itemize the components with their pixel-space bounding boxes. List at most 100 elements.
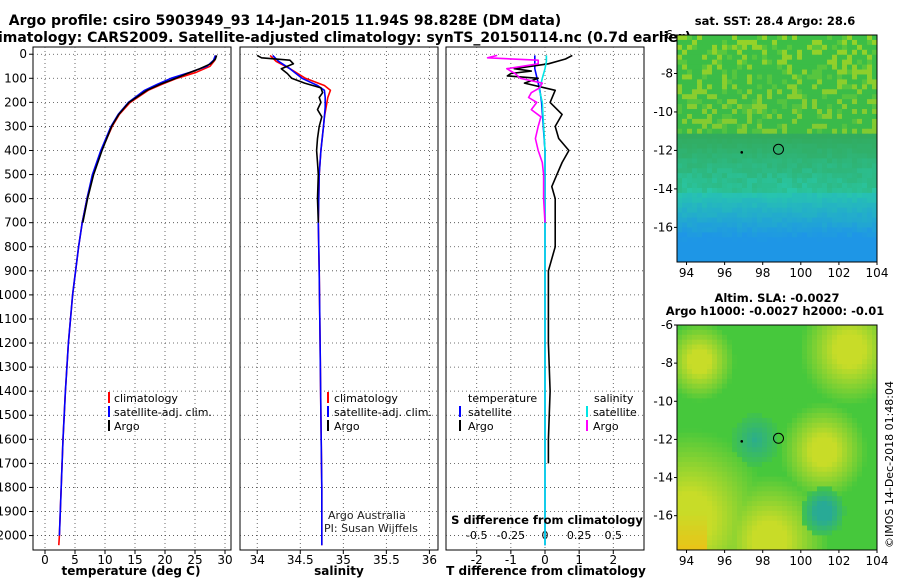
map-cell xyxy=(747,74,753,81)
map-cell xyxy=(707,520,713,527)
map-cell xyxy=(847,158,853,164)
map-cell xyxy=(847,339,853,346)
map-cell xyxy=(867,227,873,233)
map-cell xyxy=(862,461,868,468)
map-cell xyxy=(802,349,808,355)
map-cell xyxy=(722,540,728,546)
map-cell xyxy=(872,408,877,414)
map-cell xyxy=(722,520,728,527)
map-cell xyxy=(742,344,748,351)
map-cell xyxy=(812,79,818,85)
map-cell xyxy=(797,354,803,360)
map-cell xyxy=(797,427,803,434)
map-cell xyxy=(752,237,758,243)
s-diff-tick-label: -0.5 xyxy=(466,529,487,542)
map-cell xyxy=(847,378,853,385)
map-cell xyxy=(682,530,688,536)
map-cell xyxy=(717,329,723,336)
map-cell xyxy=(767,325,773,331)
map-cell xyxy=(747,143,753,150)
map-cell xyxy=(842,466,848,473)
map-cell xyxy=(707,364,713,370)
map-cell xyxy=(682,99,688,105)
map-cell xyxy=(697,217,703,224)
map-cell xyxy=(677,344,683,351)
map-cell xyxy=(677,207,683,214)
map-cell xyxy=(777,217,783,224)
map-cell xyxy=(712,158,718,164)
map-cell xyxy=(787,540,793,546)
map-cell xyxy=(677,173,683,179)
map-cell xyxy=(712,510,718,517)
map-cell xyxy=(782,442,788,448)
map-cell xyxy=(727,69,733,76)
map-cell xyxy=(762,486,768,492)
map-cell xyxy=(862,183,868,189)
map-cell xyxy=(692,242,698,248)
map-cell xyxy=(702,349,708,355)
map-cell xyxy=(757,369,763,375)
map-cell xyxy=(802,202,808,209)
map-cell xyxy=(792,417,798,424)
map-cell xyxy=(852,398,858,404)
map-cell xyxy=(762,35,768,41)
map-cell xyxy=(752,427,758,434)
map-cell xyxy=(687,118,693,125)
map-cell xyxy=(702,481,708,488)
map-cell xyxy=(862,447,868,453)
series-t-argo xyxy=(506,54,573,464)
map-cell xyxy=(837,197,843,204)
map-cell xyxy=(807,437,813,443)
map-cell xyxy=(787,128,793,135)
map-cell xyxy=(787,113,793,120)
map-cell xyxy=(697,113,703,120)
map-cell xyxy=(842,128,848,135)
map-cell xyxy=(847,461,853,468)
map-cell xyxy=(677,158,683,164)
map-cell xyxy=(737,35,743,41)
map-cell xyxy=(802,104,808,110)
map-cell xyxy=(872,178,877,184)
map-cell xyxy=(797,163,803,169)
map-cell xyxy=(852,148,858,155)
map-cell xyxy=(832,452,838,458)
map-cell xyxy=(712,99,718,105)
series-satellite-adj-clim- xyxy=(272,54,326,546)
map-cell xyxy=(722,252,728,258)
map-cell xyxy=(682,178,688,184)
map-cell xyxy=(697,535,703,541)
map-cell xyxy=(782,496,788,502)
map-cell xyxy=(777,398,783,404)
map-cell xyxy=(812,99,818,105)
map-cell xyxy=(852,403,858,409)
map-cell xyxy=(712,227,718,233)
map-cell xyxy=(682,545,688,550)
map-cell xyxy=(862,222,868,229)
map-cell xyxy=(857,128,863,135)
map-cell xyxy=(852,471,858,478)
map-cell xyxy=(727,491,733,497)
map-cell xyxy=(687,242,693,248)
map-cell xyxy=(797,257,803,262)
map-cell xyxy=(822,530,828,536)
map-cell xyxy=(757,237,763,243)
map-cell xyxy=(717,35,723,41)
map-cell xyxy=(792,461,798,468)
map-cell xyxy=(857,545,863,550)
map-cell xyxy=(767,471,773,478)
map-cell xyxy=(692,432,698,439)
map-cell xyxy=(852,339,858,346)
map-cell xyxy=(677,143,683,150)
map-cell xyxy=(822,437,828,443)
map-cell xyxy=(727,476,733,483)
map-cell xyxy=(677,383,683,390)
map-cell xyxy=(802,403,808,409)
map-cell xyxy=(857,104,863,110)
map-cell xyxy=(777,403,783,409)
map-cell xyxy=(722,329,728,336)
map-cell xyxy=(852,525,858,532)
map-cell xyxy=(802,383,808,390)
map-cell xyxy=(847,232,853,238)
map-cell xyxy=(772,329,778,336)
map-cell xyxy=(742,408,748,414)
